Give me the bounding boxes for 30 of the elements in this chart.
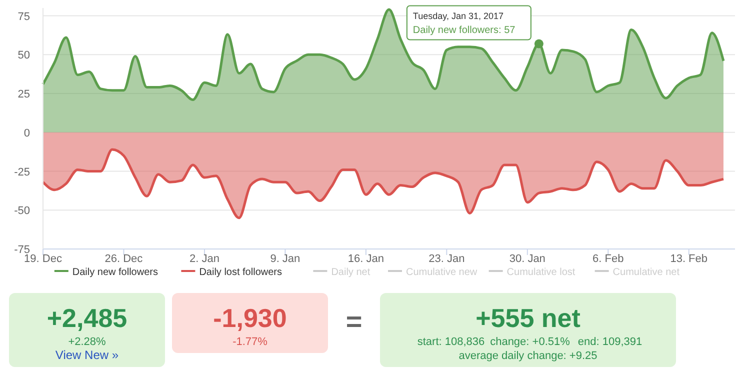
x-tick-label: 6. Feb	[592, 253, 624, 265]
annotation: Tuesday, Jan 31, 2017 Daily new followers: 57	[412, 10, 516, 36]
y-tick-label: 0	[24, 127, 30, 140]
y-tick-label: -75	[14, 244, 30, 256]
text: -1.77%	[232, 336, 268, 348]
y-tick-label: -25	[14, 166, 30, 178]
text: change: +0.51%	[490, 336, 570, 348]
x-tick-label: 16. Jan	[348, 253, 384, 265]
y-tick-label: 25	[18, 88, 30, 101]
x-tick-label: 26. Dec	[104, 253, 144, 265]
x-tick-label: 2. Jan	[189, 253, 220, 265]
x-tick-label: 13. Feb	[670, 253, 708, 265]
y-tick-label: 50	[18, 50, 30, 62]
legend-label: Daily lost followers	[199, 267, 282, 278]
text: +2.28%	[68, 336, 106, 348]
x-tick-label: 19. Dec	[24, 253, 62, 265]
text: start: 108,836	[417, 336, 485, 348]
text: View New »	[55, 348, 119, 362]
x-tick-label: 30. Jan	[509, 253, 546, 265]
text: end: 109,391	[578, 336, 642, 348]
y-tick-label: -50	[14, 205, 30, 218]
y-tick-label: 75	[18, 10, 30, 23]
text: +555 net	[476, 303, 581, 333]
text: -1,930	[213, 303, 287, 333]
x-tick-label: 23. Jan	[428, 253, 465, 265]
legend-label: Daily new followers	[72, 267, 158, 278]
text: =	[346, 306, 362, 337]
x-tick-label: 9. Jan	[270, 253, 300, 265]
text: average daily change: +9.25	[458, 350, 598, 362]
text: +2,485	[46, 303, 128, 333]
